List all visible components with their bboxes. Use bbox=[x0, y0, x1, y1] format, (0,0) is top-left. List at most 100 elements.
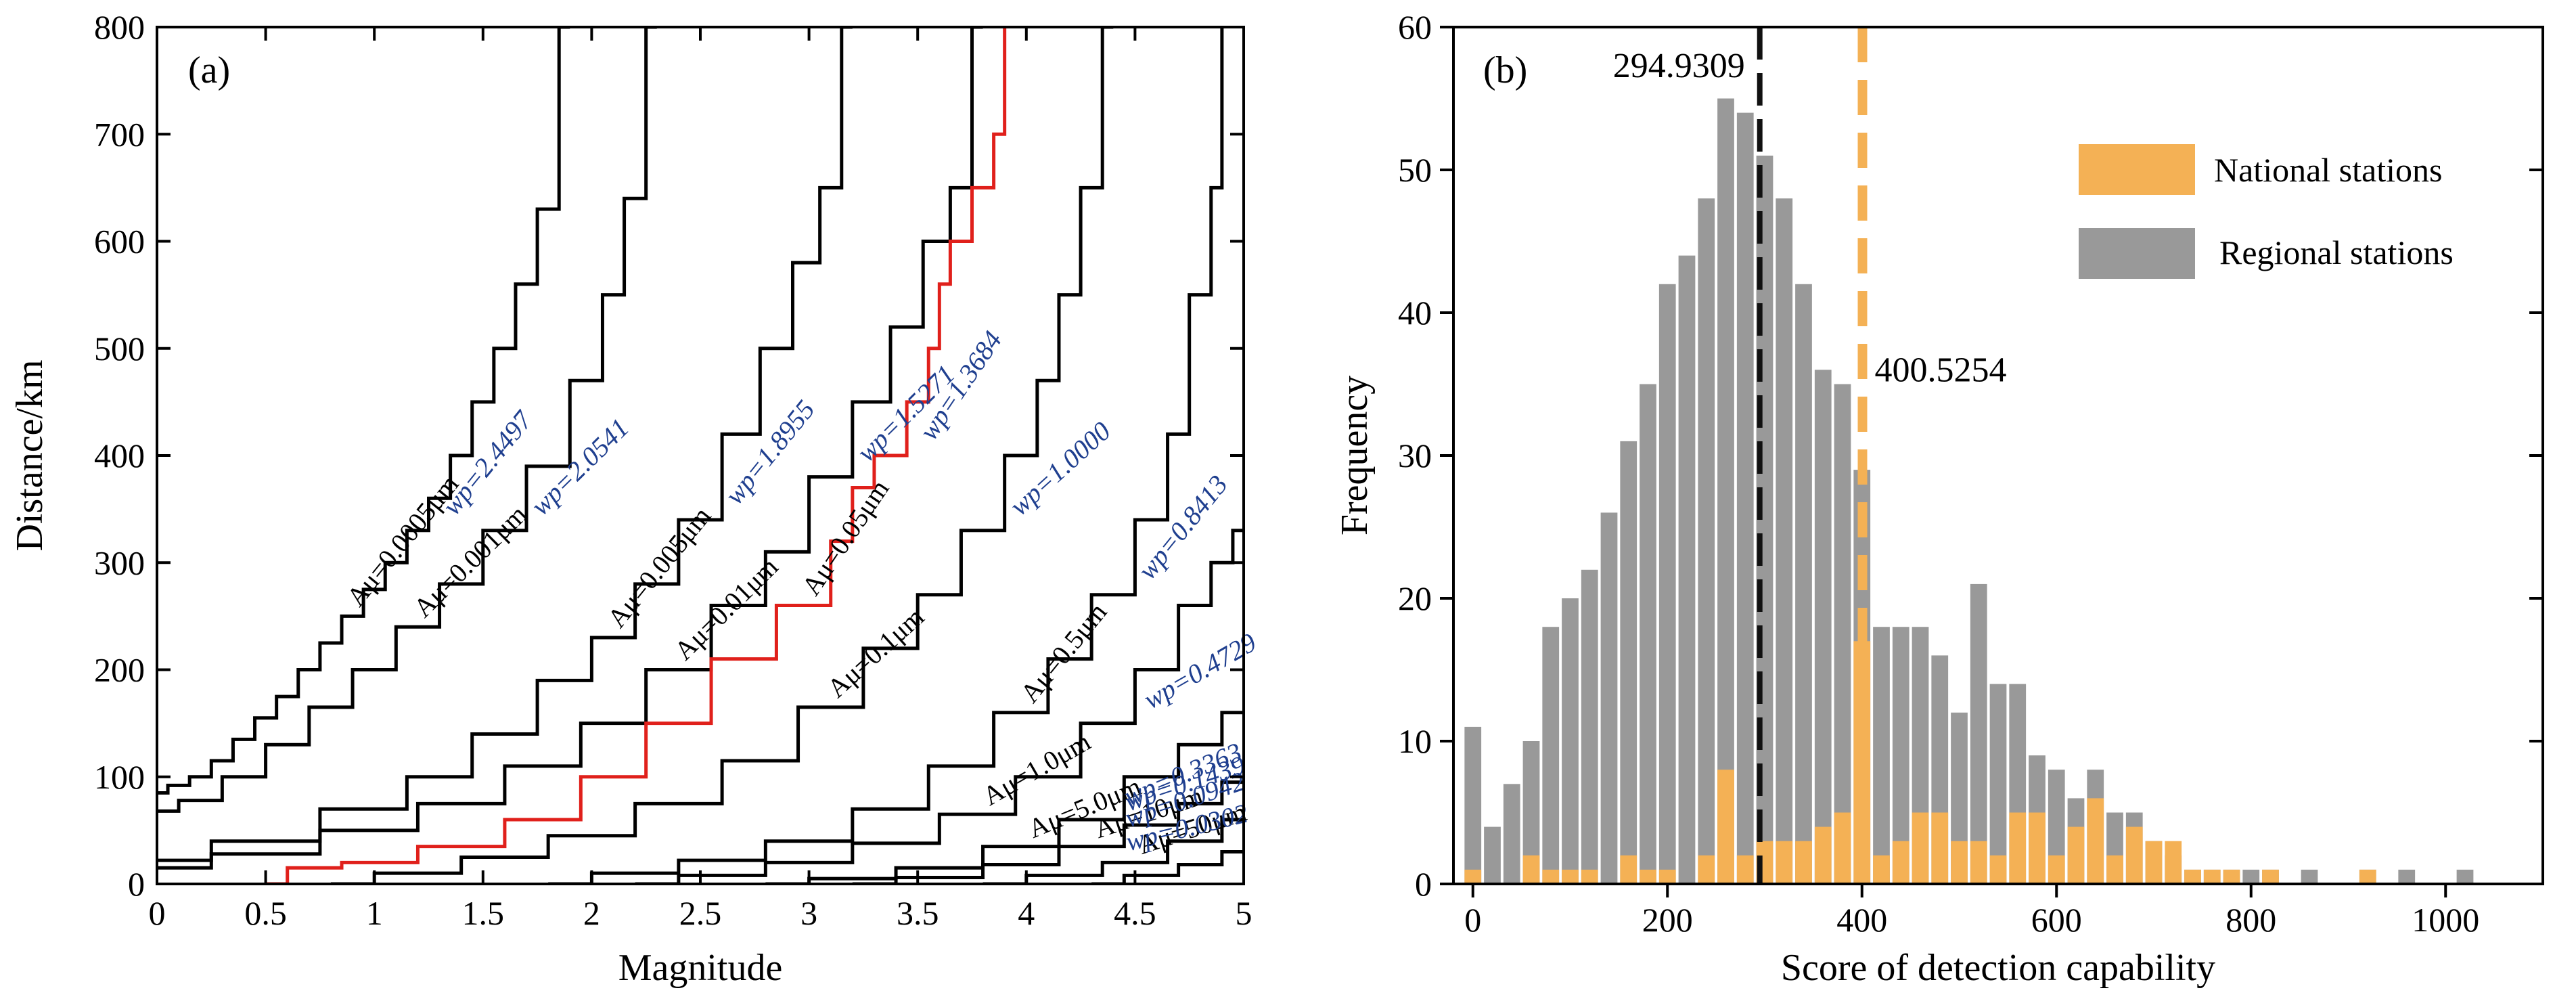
a-ytick-label: 0 bbox=[128, 865, 145, 903]
amplitude-label-6: Aμ=0.5μm bbox=[1014, 597, 1113, 709]
national-bar-10 bbox=[1658, 869, 1676, 884]
b-ytick-label: 0 bbox=[1415, 865, 1432, 903]
b-ytick-label: 40 bbox=[1398, 294, 1432, 332]
regional-bar-13 bbox=[1717, 98, 1734, 884]
national-bar-27 bbox=[1989, 855, 2007, 884]
a-ytick-label: 600 bbox=[94, 223, 145, 261]
legend-label-national: National stations bbox=[2214, 151, 2442, 189]
national-bar-32 bbox=[2087, 798, 2104, 884]
reference-label-1: 400.5254 bbox=[1875, 351, 2007, 389]
national-bar-29 bbox=[2029, 812, 2046, 884]
panel-b-xlabel: Score of detection capability bbox=[1781, 947, 2215, 989]
panel-a-ylabel: Distance/km bbox=[9, 359, 51, 551]
a-xtick-label: 1 bbox=[366, 894, 383, 932]
legend-swatch-regional bbox=[2079, 228, 2195, 279]
curve-5 bbox=[330, 27, 1114, 884]
b-ytick-label: 50 bbox=[1398, 151, 1432, 189]
a-xtick-label: 0 bbox=[149, 894, 166, 932]
national-bar-23 bbox=[1912, 812, 1929, 884]
b-xtick-label: 1000 bbox=[2412, 901, 2479, 939]
panel-a-tag: (a) bbox=[188, 49, 230, 91]
national-bar-0 bbox=[1464, 869, 1482, 884]
regional-bar-17 bbox=[1795, 284, 1812, 884]
amplitude-label-3: Aμ=0.01μm bbox=[669, 552, 784, 666]
national-bar-34 bbox=[2125, 826, 2143, 884]
curve-3 bbox=[157, 27, 983, 870]
panel-b: 294.9309 400.5254 0 200 400 600 800 1000 0 10 20 3… bbox=[1334, 8, 2544, 989]
b-xtick-label: 0 bbox=[1464, 901, 1481, 939]
regional-bar-18 bbox=[1814, 370, 1832, 884]
regional-bar-6 bbox=[1581, 569, 1598, 884]
national-bar-3 bbox=[1522, 855, 1540, 884]
a-ytick-label: 800 bbox=[94, 8, 145, 46]
national-bar-5 bbox=[1562, 869, 1579, 884]
national-bar-46 bbox=[2359, 869, 2376, 884]
b-xtick-label: 400 bbox=[1836, 901, 1887, 939]
regional-bar-2 bbox=[1503, 784, 1520, 884]
national-bar-24 bbox=[1931, 812, 1949, 884]
wp-label-2: wp=1.8955 bbox=[719, 395, 821, 510]
national-bar-17 bbox=[1795, 841, 1812, 884]
regional-bar-51 bbox=[2456, 869, 2474, 884]
a-xtick-label: 4 bbox=[1018, 894, 1035, 932]
national-bar-16 bbox=[1776, 841, 1793, 884]
national-bar-37 bbox=[2184, 869, 2201, 884]
b-ytick-label: 60 bbox=[1398, 8, 1432, 46]
national-bar-38 bbox=[2203, 869, 2221, 884]
panel-a-curve-labels: Aμ=0.0005μmwp=2.4497Aμ=0.001μmwp=2.0541A… bbox=[340, 326, 1261, 860]
regional-bar-12 bbox=[1698, 198, 1715, 884]
regional-bar-4 bbox=[1542, 627, 1560, 884]
national-bar-28 bbox=[2009, 812, 2027, 884]
national-bar-39 bbox=[2223, 869, 2240, 884]
national-bar-31 bbox=[2067, 826, 2085, 884]
amplitude-label-5: Aμ=0.1μm bbox=[821, 602, 930, 704]
panel-b-ylabel: Frequency bbox=[1334, 376, 1376, 535]
a-xtick-label: 4.5 bbox=[1114, 894, 1156, 932]
legend-label-regional: Regional stations bbox=[2219, 234, 2454, 271]
regional-bar-7 bbox=[1600, 512, 1618, 884]
panel-b-bars bbox=[1464, 98, 2474, 885]
national-bar-19 bbox=[1834, 812, 1851, 884]
panel-b-tag: (b) bbox=[1483, 49, 1527, 91]
curve-9 bbox=[852, 780, 1244, 884]
regional-bar-5 bbox=[1562, 598, 1579, 884]
a-ytick-label: 100 bbox=[94, 758, 145, 796]
reference-label-0: 294.9309 bbox=[1613, 47, 1745, 85]
a-ytick-label: 700 bbox=[94, 115, 145, 153]
regional-bar-14 bbox=[1736, 112, 1754, 885]
national-bar-30 bbox=[2048, 855, 2065, 884]
a-ytick-label: 200 bbox=[94, 651, 145, 689]
a-xtick-label: 2.5 bbox=[679, 894, 722, 932]
panel-b-ticks: 0 200 400 600 800 1000 0 10 20 30 40 50 60 bbox=[1398, 8, 2543, 939]
wp-label-6: wp=0.8413 bbox=[1131, 469, 1234, 585]
national-bar-13 bbox=[1717, 770, 1734, 884]
national-bar-12 bbox=[1698, 855, 1715, 884]
national-bar-36 bbox=[2165, 841, 2182, 884]
national-bar-6 bbox=[1581, 869, 1598, 884]
national-bar-8 bbox=[1620, 855, 1637, 884]
b-ytick-label: 20 bbox=[1398, 579, 1432, 617]
a-xtick-label: 5 bbox=[1236, 894, 1252, 932]
regional-bar-27 bbox=[1989, 684, 2007, 884]
regional-bar-10 bbox=[1658, 284, 1676, 884]
panel-b-legend: National stations Regional stations bbox=[2079, 144, 2454, 279]
a-xtick-label: 1.5 bbox=[462, 894, 505, 932]
panel-a-ticks: 0 0.5 1 1.5 2 2.5 3 3.5 4 4.5 5 0 100 200 300 400 500 600… bbox=[94, 8, 1252, 932]
national-bar-41 bbox=[2262, 869, 2279, 884]
panel-a: Aμ=0.0005μmwp=2.4497Aμ=0.001μmwp=2.0541A… bbox=[9, 8, 1261, 989]
national-bar-33 bbox=[2106, 855, 2123, 884]
a-xtick-label: 0.5 bbox=[244, 894, 287, 932]
national-bar-22 bbox=[1892, 841, 1910, 884]
regional-bar-26 bbox=[1970, 583, 1987, 884]
regional-bar-11 bbox=[1678, 255, 1696, 885]
b-xtick-label: 600 bbox=[2031, 901, 2082, 939]
a-xtick-label: 3 bbox=[800, 894, 817, 932]
regional-bar-16 bbox=[1776, 198, 1793, 884]
regional-bar-21 bbox=[1873, 627, 1890, 884]
regional-bar-40 bbox=[2242, 869, 2260, 884]
regional-bar-8 bbox=[1620, 441, 1637, 884]
national-bar-26 bbox=[1970, 841, 1987, 884]
national-bar-4 bbox=[1542, 869, 1560, 884]
wp-label-5: wp=1.0000 bbox=[1003, 416, 1116, 522]
national-bar-25 bbox=[1951, 841, 1968, 884]
